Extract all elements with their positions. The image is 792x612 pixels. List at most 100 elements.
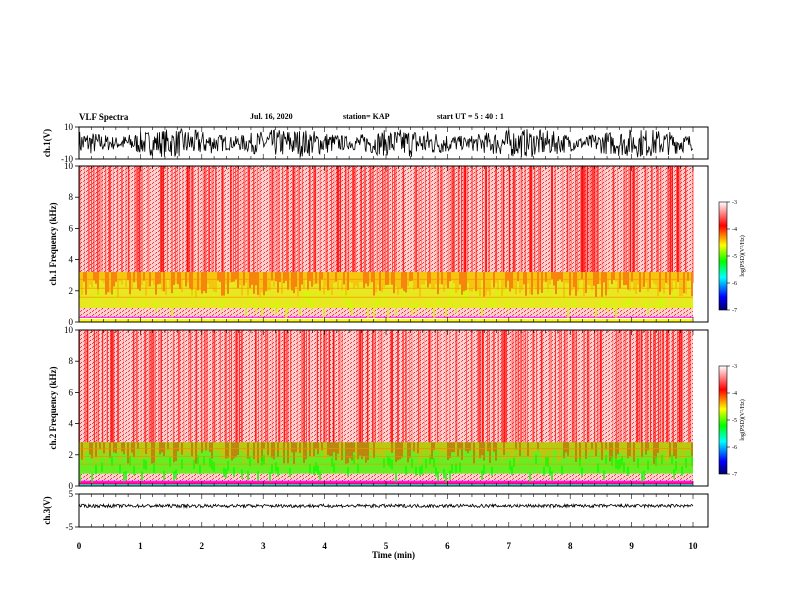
band-texture — [141, 471, 143, 481]
band-texture — [393, 272, 395, 294]
band-texture — [309, 442, 311, 456]
band-texture — [621, 456, 623, 466]
band-texture — [477, 442, 479, 460]
band-texture — [681, 466, 683, 476]
band-texture — [183, 272, 185, 280]
band-texture — [261, 442, 263, 461]
band-texture — [485, 272, 487, 296]
band-texture — [575, 272, 577, 296]
band-texture — [195, 442, 197, 464]
band-texture — [409, 442, 411, 458]
band-texture — [257, 272, 259, 295]
band-texture — [275, 461, 277, 472]
band-texture — [631, 442, 633, 457]
band-texture — [627, 272, 629, 290]
band-texture — [465, 290, 467, 302]
band-texture — [601, 272, 603, 297]
band-texture — [93, 272, 95, 281]
band-texture — [307, 290, 309, 302]
band-texture — [641, 442, 643, 458]
band-texture — [103, 442, 105, 454]
band-texture — [391, 459, 393, 470]
band-texture — [337, 442, 339, 454]
band-texture — [397, 442, 399, 461]
x-tick-label: 9 — [629, 541, 634, 551]
band-texture — [265, 290, 267, 302]
band-texture — [609, 272, 611, 281]
band-texture — [535, 272, 537, 290]
band-texture — [447, 272, 449, 289]
band-texture — [549, 466, 551, 476]
band-texture — [405, 465, 407, 476]
band-texture — [411, 304, 413, 315]
band-texture — [649, 272, 651, 289]
x-tick-label: 2 — [200, 541, 205, 551]
band-texture — [671, 272, 673, 292]
band-texture — [191, 289, 193, 301]
band-texture — [83, 272, 85, 282]
trace-line — [78, 502, 694, 510]
band-texture — [299, 305, 301, 316]
band-texture — [85, 442, 87, 454]
band-texture — [211, 272, 213, 289]
band-texture — [317, 272, 319, 284]
band-texture — [133, 465, 135, 476]
band-texture — [613, 442, 615, 452]
band-texture — [133, 272, 135, 283]
band-texture — [645, 272, 647, 283]
band-texture — [627, 295, 629, 307]
band-texture — [361, 442, 363, 460]
band-texture — [573, 442, 575, 458]
band-texture — [309, 272, 311, 281]
band-texture — [269, 472, 271, 482]
band-texture — [153, 272, 155, 286]
band-texture — [569, 272, 571, 296]
band-texture — [101, 442, 103, 458]
band-texture — [657, 442, 659, 453]
band-texture — [497, 289, 499, 301]
band-texture — [461, 272, 463, 295]
band-texture — [157, 442, 159, 453]
band-texture — [367, 307, 369, 318]
band-texture — [501, 442, 503, 462]
band-texture — [517, 442, 519, 463]
band-texture — [667, 272, 669, 285]
band-texture — [457, 272, 459, 291]
band-texture — [417, 442, 419, 454]
band-texture — [175, 469, 177, 479]
band-texture — [419, 442, 421, 463]
x-tick-label: 8 — [568, 541, 573, 551]
band-texture — [405, 442, 407, 449]
band-texture — [229, 442, 231, 459]
band-texture — [105, 442, 107, 462]
band-texture — [637, 458, 639, 468]
colorbar-tick-label: -5 — [732, 254, 737, 260]
band-texture — [667, 442, 669, 462]
band-texture — [511, 272, 513, 289]
band-texture — [437, 294, 439, 306]
band-texture — [275, 442, 277, 452]
band-texture — [605, 455, 607, 465]
band-texture — [81, 442, 83, 460]
band-texture — [295, 442, 297, 453]
time-axis: 0 1 2 3 4 5 6 7 8 9 10 Time (min) — [77, 541, 698, 560]
band-texture — [661, 454, 663, 465]
band-texture — [489, 272, 491, 296]
band-texture — [583, 442, 585, 451]
band-texture — [531, 442, 533, 459]
band-texture — [675, 272, 677, 289]
band-texture — [561, 272, 563, 282]
band-texture — [543, 272, 545, 283]
band-texture — [381, 272, 383, 293]
band-texture — [677, 442, 679, 457]
band-texture — [529, 442, 531, 460]
band-texture — [123, 272, 125, 280]
band-texture — [423, 442, 425, 459]
band-texture — [479, 442, 481, 459]
band-texture — [523, 272, 525, 285]
band-texture — [443, 469, 445, 479]
band-texture — [145, 460, 147, 470]
band-texture — [461, 442, 463, 460]
y-tick-label: 10 — [64, 161, 74, 171]
band-texture — [333, 442, 335, 453]
